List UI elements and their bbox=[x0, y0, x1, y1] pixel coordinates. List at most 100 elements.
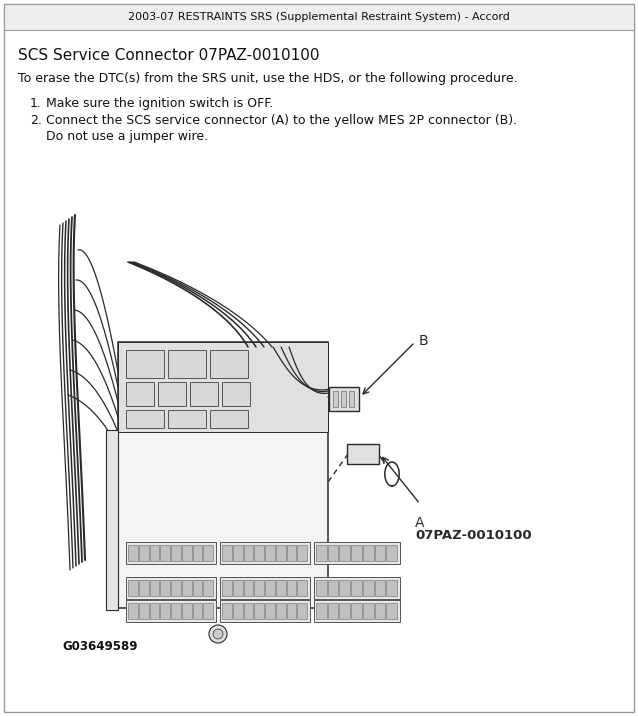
Text: 2.: 2. bbox=[30, 114, 42, 127]
Bar bbox=[386, 545, 397, 561]
Bar bbox=[222, 382, 250, 406]
Bar bbox=[314, 542, 400, 564]
Bar bbox=[339, 580, 350, 596]
Bar bbox=[182, 545, 191, 561]
Bar bbox=[168, 410, 206, 428]
Bar bbox=[333, 391, 338, 407]
Bar bbox=[210, 410, 248, 428]
Bar bbox=[244, 603, 253, 619]
Bar bbox=[126, 350, 164, 378]
Bar bbox=[276, 580, 285, 596]
Bar bbox=[314, 577, 400, 599]
Bar bbox=[160, 603, 170, 619]
Text: Connect the SCS service connector (A) to the yellow MES 2P connector (B).: Connect the SCS service connector (A) to… bbox=[46, 114, 517, 127]
Bar bbox=[222, 545, 232, 561]
Bar bbox=[190, 382, 218, 406]
Bar bbox=[126, 577, 216, 599]
Bar bbox=[171, 580, 181, 596]
Text: 1.: 1. bbox=[30, 97, 42, 110]
Text: SCS Service Connector 07PAZ-0010100: SCS Service Connector 07PAZ-0010100 bbox=[18, 48, 320, 63]
Bar bbox=[316, 580, 327, 596]
Bar bbox=[118, 342, 328, 432]
Bar bbox=[244, 580, 253, 596]
Bar bbox=[297, 603, 307, 619]
Bar bbox=[286, 545, 296, 561]
Bar bbox=[339, 603, 350, 619]
Bar bbox=[149, 545, 160, 561]
Bar bbox=[126, 542, 216, 564]
Bar bbox=[182, 603, 191, 619]
Bar bbox=[351, 580, 362, 596]
Bar bbox=[193, 603, 202, 619]
Bar bbox=[328, 545, 338, 561]
Bar bbox=[265, 603, 275, 619]
Bar bbox=[286, 603, 296, 619]
Bar bbox=[128, 580, 138, 596]
Bar bbox=[138, 545, 149, 561]
Bar bbox=[126, 410, 164, 428]
Bar bbox=[328, 580, 338, 596]
Bar bbox=[126, 600, 216, 622]
Text: 07PAZ-0010100: 07PAZ-0010100 bbox=[415, 529, 531, 542]
Bar bbox=[158, 382, 186, 406]
Bar bbox=[149, 580, 160, 596]
Bar bbox=[160, 580, 170, 596]
Text: Make sure the ignition switch is OFF.: Make sure the ignition switch is OFF. bbox=[46, 97, 273, 110]
Bar bbox=[375, 545, 385, 561]
Bar bbox=[204, 545, 213, 561]
Bar bbox=[126, 382, 154, 406]
Bar bbox=[297, 545, 307, 561]
Circle shape bbox=[213, 629, 223, 639]
Bar bbox=[210, 350, 248, 378]
Bar bbox=[220, 542, 310, 564]
Bar bbox=[316, 545, 327, 561]
Bar bbox=[351, 603, 362, 619]
Bar bbox=[386, 603, 397, 619]
Bar bbox=[233, 545, 242, 561]
Bar bbox=[106, 430, 118, 610]
Bar bbox=[138, 603, 149, 619]
Bar bbox=[375, 603, 385, 619]
Bar bbox=[204, 603, 213, 619]
Text: B: B bbox=[419, 334, 429, 348]
Bar bbox=[316, 603, 327, 619]
Bar bbox=[182, 580, 191, 596]
Bar bbox=[193, 545, 202, 561]
Bar bbox=[255, 545, 264, 561]
Bar bbox=[244, 545, 253, 561]
Bar bbox=[286, 580, 296, 596]
Bar bbox=[168, 350, 206, 378]
Bar bbox=[193, 580, 202, 596]
Bar bbox=[276, 545, 285, 561]
Bar bbox=[222, 580, 232, 596]
Bar bbox=[349, 391, 354, 407]
Text: G03649589: G03649589 bbox=[62, 640, 138, 653]
Bar bbox=[328, 603, 338, 619]
Text: To erase the DTC(s) from the SRS unit, use the HDS, or the following procedure.: To erase the DTC(s) from the SRS unit, u… bbox=[18, 72, 517, 85]
Bar bbox=[255, 603, 264, 619]
Bar bbox=[314, 600, 400, 622]
Bar bbox=[265, 580, 275, 596]
Text: 2003-07 RESTRAINTS SRS (Supplemental Restraint System) - Accord: 2003-07 RESTRAINTS SRS (Supplemental Res… bbox=[128, 12, 510, 22]
Bar bbox=[204, 580, 213, 596]
Bar bbox=[363, 545, 374, 561]
Text: A: A bbox=[415, 516, 424, 530]
Bar bbox=[128, 603, 138, 619]
Bar bbox=[222, 603, 232, 619]
Circle shape bbox=[209, 625, 227, 643]
Bar bbox=[276, 603, 285, 619]
Bar bbox=[233, 603, 242, 619]
Polygon shape bbox=[118, 342, 328, 608]
Bar bbox=[171, 545, 181, 561]
Bar bbox=[138, 580, 149, 596]
Bar bbox=[128, 545, 138, 561]
Bar bbox=[341, 391, 346, 407]
Bar bbox=[375, 580, 385, 596]
Bar bbox=[363, 580, 374, 596]
Bar bbox=[220, 600, 310, 622]
Bar bbox=[351, 545, 362, 561]
Text: Do not use a jumper wire.: Do not use a jumper wire. bbox=[46, 130, 208, 143]
Bar bbox=[171, 603, 181, 619]
Bar bbox=[160, 545, 170, 561]
Bar bbox=[265, 545, 275, 561]
